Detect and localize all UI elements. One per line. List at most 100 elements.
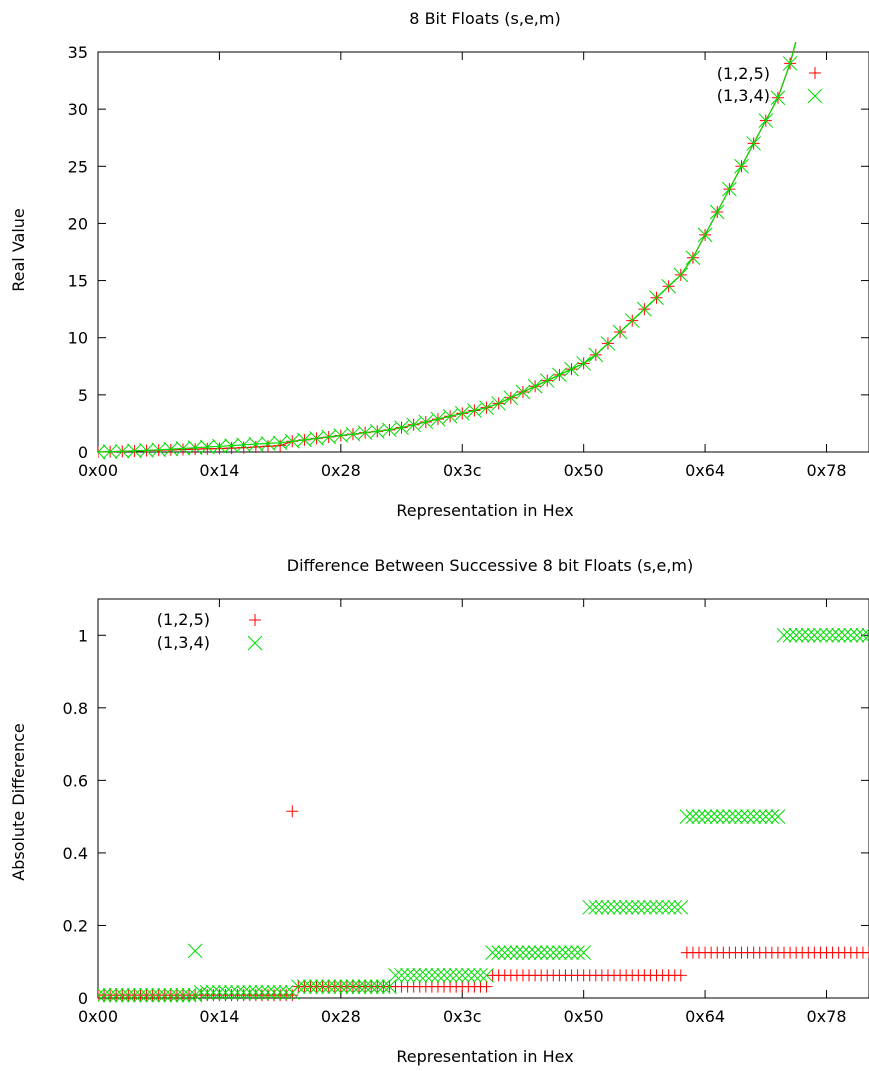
data-point bbox=[127, 443, 142, 459]
data-point bbox=[199, 984, 215, 1000]
data-point bbox=[734, 158, 749, 174]
data-point bbox=[649, 290, 664, 306]
data-point bbox=[333, 979, 349, 995]
y-tick-label: 20 bbox=[68, 214, 88, 233]
data-point bbox=[237, 441, 250, 454]
data-point bbox=[460, 967, 476, 983]
data-point bbox=[703, 809, 719, 824]
data-point bbox=[796, 12, 808, 24]
data-point bbox=[157, 987, 173, 1003]
legend-marker bbox=[809, 67, 821, 79]
data-point bbox=[503, 390, 519, 406]
data-point bbox=[758, 113, 774, 128]
data-point bbox=[637, 899, 652, 915]
data-point bbox=[284, 433, 300, 449]
data-point bbox=[345, 426, 361, 442]
data-point bbox=[588, 899, 604, 915]
data-point bbox=[388, 967, 403, 983]
data-point bbox=[102, 444, 118, 460]
x-tick-label: 0x28 bbox=[321, 461, 361, 480]
x-tick-label: 0x3c bbox=[443, 1007, 482, 1026]
data-point bbox=[863, 946, 869, 959]
data-point bbox=[564, 945, 579, 961]
data-point bbox=[400, 967, 415, 983]
data-point bbox=[272, 984, 288, 1000]
data-point bbox=[691, 809, 707, 824]
data-point bbox=[515, 384, 531, 400]
legend-label-series-1: (1,2,5) bbox=[157, 610, 210, 629]
data-point bbox=[746, 136, 762, 151]
data-point bbox=[709, 204, 725, 220]
data-point bbox=[521, 945, 537, 961]
data-point bbox=[436, 967, 452, 983]
y-tick-label: 0 bbox=[78, 443, 88, 462]
data-point bbox=[497, 945, 513, 961]
data-point bbox=[539, 945, 555, 961]
axis-ticks: 0x00 0x14 0x28 0x3c 0x50 0x64 0x78 0 0.2 0.4 0.6 0.… bbox=[63, 599, 869, 1026]
data-point bbox=[624, 899, 640, 915]
data-point bbox=[345, 979, 361, 995]
data-point bbox=[193, 984, 209, 1000]
data-point bbox=[454, 967, 470, 983]
data-point bbox=[218, 984, 233, 1000]
x-tick-label: 0x64 bbox=[685, 1007, 725, 1026]
data-point bbox=[503, 945, 519, 961]
data-point bbox=[145, 987, 160, 1003]
legend-label-series-2: (1,3,4) bbox=[157, 633, 210, 652]
y-tick-label: 30 bbox=[68, 100, 88, 119]
data-point bbox=[715, 809, 731, 824]
data-point bbox=[382, 422, 397, 438]
data-point bbox=[248, 984, 264, 1000]
data-point bbox=[782, 627, 798, 643]
data-marks bbox=[98, 12, 808, 460]
data-point bbox=[375, 979, 391, 995]
data-point bbox=[673, 899, 689, 915]
data-point bbox=[261, 440, 274, 453]
data-point bbox=[794, 627, 810, 643]
data-point bbox=[369, 979, 385, 995]
data-point bbox=[770, 809, 786, 824]
x-tick-label: 0x64 bbox=[685, 461, 725, 480]
data-point bbox=[212, 984, 227, 1000]
data-point bbox=[333, 428, 349, 443]
data-point bbox=[394, 967, 409, 983]
data-point bbox=[382, 979, 397, 995]
data-point bbox=[612, 899, 628, 915]
data-point bbox=[369, 423, 385, 439]
x-tick-label: 0x50 bbox=[564, 461, 604, 480]
data-point bbox=[764, 809, 780, 824]
data-point bbox=[594, 899, 610, 915]
data-point bbox=[406, 417, 422, 433]
data-point bbox=[297, 979, 312, 995]
data-point bbox=[661, 278, 677, 294]
data-point bbox=[248, 436, 264, 452]
data-point bbox=[242, 984, 258, 1000]
data-point bbox=[187, 440, 203, 456]
data-point bbox=[685, 250, 701, 266]
data-point bbox=[454, 406, 470, 421]
data-point bbox=[600, 336, 616, 351]
data-point bbox=[139, 987, 154, 1003]
data-point bbox=[849, 627, 865, 643]
y-tick-label: 25 bbox=[68, 157, 88, 176]
data-point bbox=[606, 899, 622, 915]
data-point bbox=[151, 987, 167, 1003]
data-point bbox=[722, 181, 737, 197]
data-point bbox=[582, 899, 598, 915]
x-axis-label: Representation in Hex bbox=[396, 1047, 573, 1066]
data-point bbox=[661, 899, 677, 915]
data-point bbox=[752, 809, 768, 824]
data-point bbox=[467, 967, 482, 983]
x-tick-label: 0x00 bbox=[78, 461, 118, 480]
data-point bbox=[272, 435, 288, 451]
y-tick-label: 35 bbox=[68, 43, 88, 62]
data-point bbox=[424, 967, 440, 983]
data-point bbox=[98, 987, 106, 1003]
data-point bbox=[98, 444, 106, 460]
data-point bbox=[588, 347, 604, 363]
plot-frame bbox=[97, 598, 869, 999]
data-point bbox=[357, 425, 373, 441]
data-point bbox=[175, 987, 191, 1003]
data-point bbox=[309, 979, 324, 995]
data-point bbox=[98, 987, 112, 1003]
